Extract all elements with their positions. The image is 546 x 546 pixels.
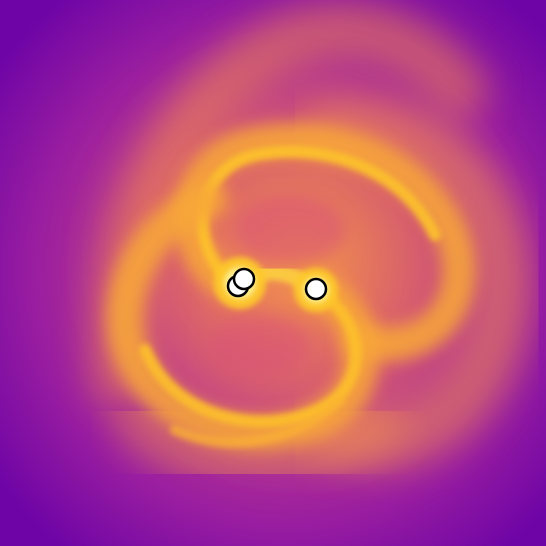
inner-void-lower xyxy=(210,315,310,375)
left-particle-pair xyxy=(226,267,256,298)
secondary-filament xyxy=(170,395,345,448)
inner-void-upper xyxy=(235,195,345,265)
inner-spiral-filament-upper xyxy=(196,145,441,288)
outer-spiral-arm-lower xyxy=(115,395,405,490)
inner-spiral-filament-lower xyxy=(139,286,362,428)
right-particle xyxy=(304,277,328,301)
left-particle-front xyxy=(232,267,256,291)
outer-spiral-arm-right xyxy=(300,99,534,470)
